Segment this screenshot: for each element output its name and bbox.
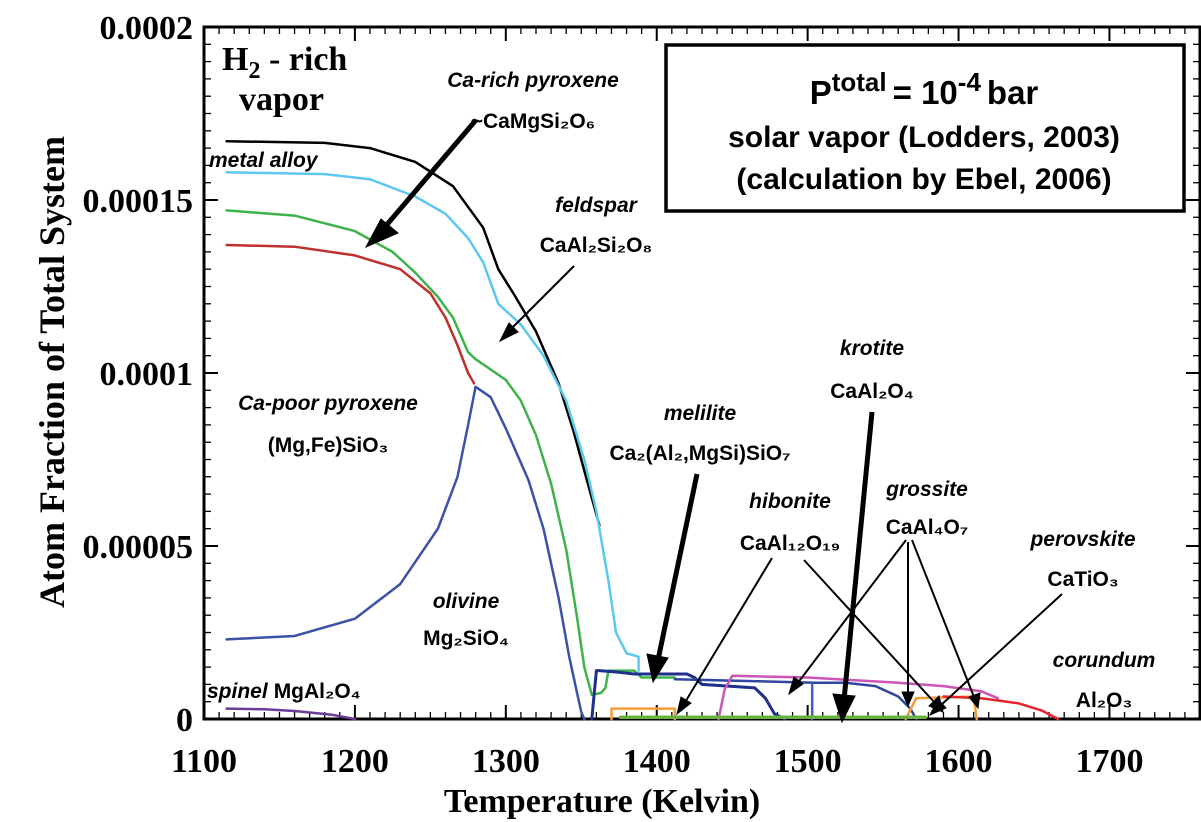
series-line-0 <box>227 141 600 525</box>
arrow-krotite <box>844 412 872 700</box>
label-grossite-formula: CaAl₄O₇ <box>886 516 969 539</box>
arrow-ca-rich-head <box>366 219 398 247</box>
vapor-label-line1: H2 - rich <box>222 41 347 84</box>
x-tick-label: 1100 <box>171 743 237 780</box>
series-line-12 <box>944 697 1059 720</box>
label-hibonite: hibonite <box>749 490 831 513</box>
series-layer <box>227 141 1059 719</box>
arrow-perovskite <box>940 594 1062 706</box>
y-axis-title: Atom Fraction of Total System <box>32 136 72 608</box>
x-tick-label: 1500 <box>774 743 842 780</box>
conditions-box: Ptotal = 10-4 bar solar vapor (Lodders, 20… <box>666 45 1184 211</box>
label-melilite: melilite <box>664 402 737 425</box>
label-feldspar-formula: CaAl₂Si₂O₈ <box>540 234 653 257</box>
label-spinel: spinel MgAl₂O₄ <box>207 680 361 703</box>
x-tick-labels: 1100 1200 1300 1400 1500 1600 1700 <box>171 743 1144 780</box>
label-krotite-formula: CaAl₂O₄ <box>830 380 914 403</box>
label-perovskite-formula: CaTiO₃ <box>1047 568 1118 591</box>
y-tick-label: 0.00005 <box>83 529 194 566</box>
arrow-ca-rich <box>384 120 476 228</box>
y-tick-labels: 0 0.00005 0.0001 0.00015 0.0002 <box>83 10 194 739</box>
calculation-line: (calculation by Ebel, 2006) <box>736 163 1111 196</box>
y-tick-label: 0.00015 <box>83 183 194 220</box>
x-tick-label: 1600 <box>925 743 993 780</box>
y-tick-label: 0.0002 <box>100 10 194 47</box>
label-perovskite: perovskite <box>1029 528 1135 551</box>
label-krotite: krotite <box>840 337 905 360</box>
label-olivine-formula: Mg₂SiO₄ <box>423 627 509 650</box>
label-ca-rich-formula: ~CaMgSi₂O₆ <box>471 110 595 133</box>
x-tick-label: 1700 <box>1075 743 1143 780</box>
x-axis-title: Temperature (Kelvin) <box>444 783 760 820</box>
arrow-hibonite-1-head <box>677 697 691 714</box>
x-tick-label: 1400 <box>623 743 691 780</box>
label-grossite: grossite <box>885 478 968 501</box>
label-olivine: olivine <box>433 590 500 613</box>
label-ca-rich-pyroxene: Ca-rich pyroxene <box>447 69 619 92</box>
arrow-grossite-1 <box>797 540 906 684</box>
series-line-3 <box>227 245 475 383</box>
arrow-grossite-3 <box>912 540 974 697</box>
label-feldspar: feldspar <box>555 194 639 217</box>
arrow-melilite <box>658 474 697 660</box>
y-tick-label: 0.0001 <box>100 356 194 393</box>
solar-vapor-line: solar vapor (Lodders, 2003) <box>728 121 1120 154</box>
label-metal-alloy: metal alloy <box>209 149 319 172</box>
series-line-5 <box>227 709 355 719</box>
label-corundum-formula: Al₂O₃ <box>1076 689 1132 712</box>
label-hibonite-formula: CaAl₁₂O₁₉ <box>740 532 840 555</box>
x-tick-label: 1200 <box>321 743 389 780</box>
label-ca-poor-formula: (Mg,Fe)SiO₃ <box>268 434 389 457</box>
x-tick-label: 1300 <box>472 743 540 780</box>
label-melilite-formula: Ca₂(Al₂,MgSi)SiO₇ <box>609 442 790 465</box>
label-corundum: corundum <box>1053 649 1156 672</box>
arrow-feldspar <box>510 266 574 330</box>
y-tick-label: 0 <box>176 702 193 739</box>
label-ca-poor-pyroxene: Ca-poor pyroxene <box>238 392 418 415</box>
vapor-label-line2: vapor <box>239 81 324 118</box>
